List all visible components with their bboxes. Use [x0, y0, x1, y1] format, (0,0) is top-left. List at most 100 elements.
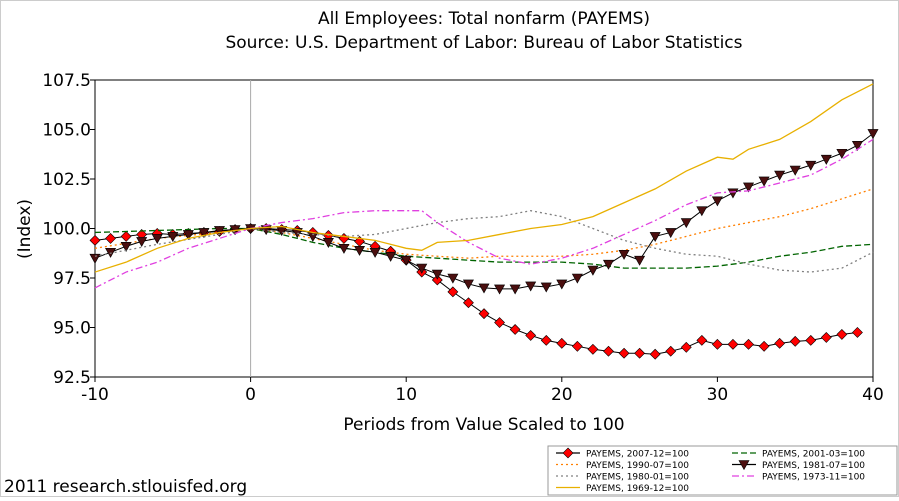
data-point	[603, 345, 614, 357]
x-tick-label: -10	[81, 385, 109, 405]
data-point	[680, 341, 692, 353]
data-point	[540, 334, 552, 346]
legend-label: PAYEMS, 2001-03=100	[762, 450, 865, 460]
data-point	[338, 244, 350, 254]
data-point	[711, 196, 723, 207]
data-point	[836, 329, 848, 340]
data-point	[478, 283, 490, 294]
data-point	[852, 327, 863, 338]
data-point	[618, 347, 630, 359]
data-point	[758, 340, 770, 352]
y-tick-label: 105.0	[42, 121, 91, 141]
data-point	[120, 230, 132, 242]
series-line	[94, 210, 874, 273]
series-line	[94, 188, 874, 259]
data-point	[649, 232, 661, 243]
data-point	[634, 255, 646, 266]
data-point	[696, 206, 708, 217]
data-point	[820, 331, 832, 343]
data-point	[525, 281, 537, 292]
footer: 2011 research.stlouisfed.org	[4, 477, 247, 497]
legend	[547, 445, 898, 496]
data-point	[634, 347, 646, 359]
y-tick-label: 100.0	[42, 220, 91, 240]
data-point	[354, 245, 366, 256]
data-point	[478, 308, 490, 320]
data-point	[758, 176, 770, 187]
plot-area	[94, 79, 874, 378]
data-point	[680, 218, 692, 229]
data-point	[416, 263, 428, 274]
data-point	[727, 338, 739, 350]
data-point	[136, 237, 148, 247]
data-point	[618, 249, 630, 260]
legend-marker	[562, 447, 574, 459]
data-point	[602, 259, 614, 270]
data-point	[509, 284, 521, 295]
data-point	[431, 269, 443, 280]
data-point	[400, 255, 412, 266]
y-tick-label: 102.5	[42, 170, 91, 190]
data-point	[182, 230, 194, 241]
data-point	[805, 160, 817, 171]
series-line	[94, 227, 874, 269]
data-point	[743, 182, 755, 193]
data-point	[322, 238, 334, 248]
y-tick-label: 107.5	[42, 71, 91, 91]
chart-title: All Employees: Total nonfarm (PAYEMS)	[318, 9, 650, 29]
y-tick-label: 97.5	[53, 269, 91, 289]
data-point	[836, 148, 848, 159]
data-point	[525, 329, 537, 341]
data-point	[494, 284, 506, 295]
x-tick-label: 40	[862, 385, 884, 405]
data-point	[556, 279, 568, 290]
data-point	[120, 242, 132, 252]
legend-label: PAYEMS, 1973-11=100	[762, 473, 865, 483]
y-axis-label: (Index)	[15, 199, 35, 259]
data-point	[89, 234, 101, 246]
data-point	[151, 234, 163, 245]
data-point	[665, 228, 677, 239]
data-point	[649, 348, 661, 360]
data-point	[805, 334, 817, 346]
data-point	[820, 154, 832, 165]
data-point	[89, 253, 101, 264]
x-tick-label: 10	[395, 385, 417, 405]
legend-marker	[738, 460, 750, 471]
data-point	[774, 170, 786, 181]
data-point	[213, 226, 225, 237]
data-point	[711, 338, 723, 350]
data-point	[571, 340, 583, 352]
chart-subtitle: Source: U.S. Department of Labor: Bureau…	[225, 33, 742, 53]
data-point	[291, 228, 303, 239]
data-point	[463, 297, 474, 309]
legend-label: PAYEMS, 1969-12=100	[586, 484, 689, 494]
data-point	[105, 232, 116, 244]
data-point	[571, 273, 583, 284]
data-point	[696, 334, 708, 346]
legend-label: PAYEMS, 2007-12=100	[586, 450, 689, 460]
series-line	[94, 83, 874, 273]
data-point	[587, 265, 599, 276]
data-point	[587, 343, 599, 355]
data-point	[743, 338, 754, 350]
data-point	[462, 279, 474, 290]
data-point	[556, 337, 568, 349]
data-point	[867, 129, 879, 140]
series-line	[94, 138, 874, 289]
data-point	[167, 232, 179, 243]
legend-label: PAYEMS, 1980-01=100	[586, 473, 689, 483]
y-tick-label: 92.5	[53, 368, 91, 388]
legend-label: PAYEMS, 1981-07=100	[762, 461, 865, 471]
data-point	[789, 335, 801, 347]
data-point	[198, 228, 210, 239]
data-point	[447, 286, 459, 298]
data-point	[509, 324, 521, 335]
data-point	[540, 282, 552, 293]
data-point	[369, 247, 381, 258]
y-tick-label: 95.0	[53, 319, 91, 339]
x-axis-label: Periods from Value Scaled to 100	[343, 415, 624, 435]
data-point	[431, 274, 443, 286]
